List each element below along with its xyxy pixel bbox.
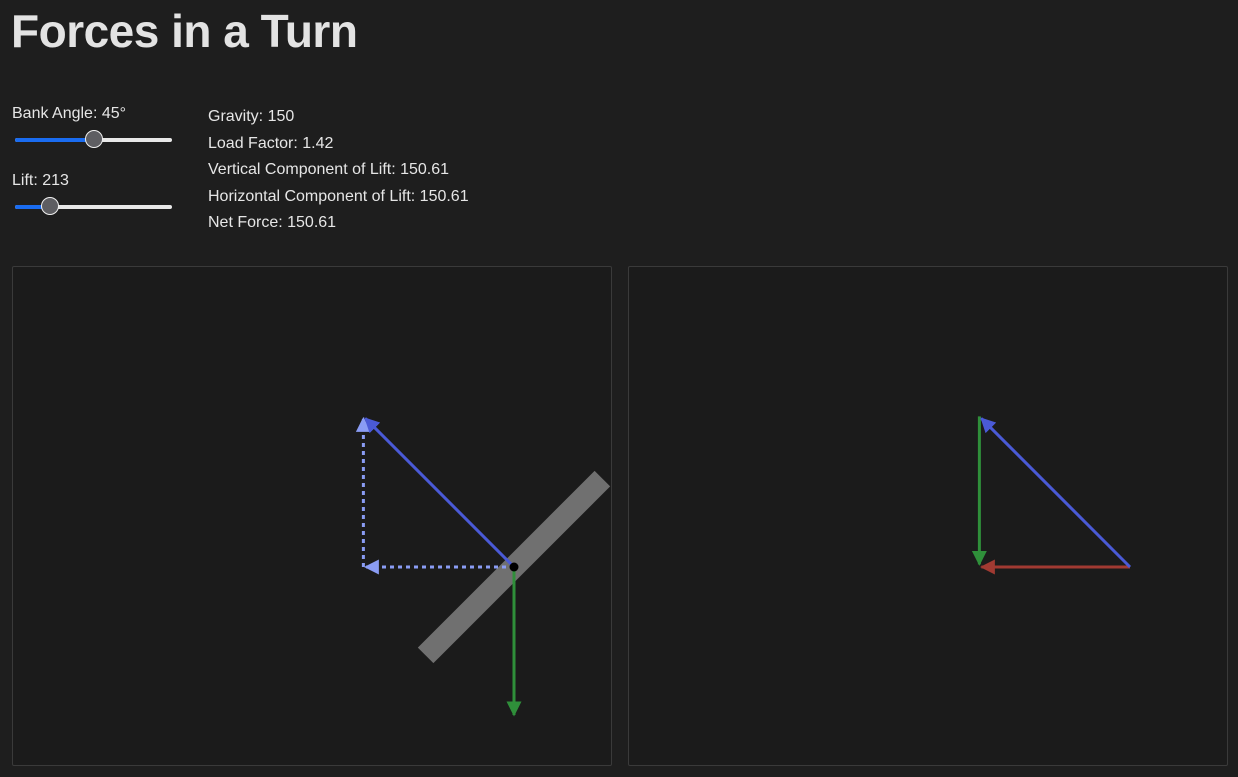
page-title: Forces in a Turn bbox=[11, 5, 358, 57]
slider-track bbox=[15, 205, 172, 209]
lift-slider[interactable] bbox=[12, 196, 172, 218]
bank-angle-control: Bank Angle: 45° bbox=[12, 105, 172, 151]
force-diagram-panel bbox=[12, 266, 612, 766]
lift-label: Lift: 213 bbox=[12, 172, 69, 189]
slider-fill bbox=[15, 205, 51, 209]
slider-thumb[interactable] bbox=[41, 197, 60, 215]
net-force-readout: Net Force: 150.61 bbox=[208, 214, 337, 231]
stats-panel: Gravity: 150 Load Factor: 1.42 Vertical … bbox=[208, 104, 469, 237]
bank-angle-label: Bank Angle: 45° bbox=[12, 105, 127, 122]
bank-angle-slider[interactable] bbox=[12, 129, 172, 151]
sum-lift-arrow bbox=[980, 417, 1132, 569]
slider-fill bbox=[15, 138, 94, 142]
horizontal-lift-readout: Horizontal Component of Lift: 150.61 bbox=[208, 187, 469, 205]
load-factor-readout: Load Factor: 1.42 bbox=[208, 134, 334, 152]
gravity-readout: Gravity: 150 bbox=[208, 108, 295, 125]
lift-vector-arrow bbox=[364, 417, 516, 569]
center-of-gravity-point bbox=[509, 562, 519, 572]
force-diagram bbox=[355, 416, 611, 717]
slider-thumb[interactable] bbox=[84, 130, 103, 148]
vector-sum-panel bbox=[628, 266, 1228, 766]
lift-control: Lift: 213 bbox=[12, 172, 172, 218]
vertical-lift-readout: Vertical Component of Lift: 150.61 bbox=[208, 161, 450, 178]
vector-sum-diagram bbox=[971, 416, 1132, 575]
